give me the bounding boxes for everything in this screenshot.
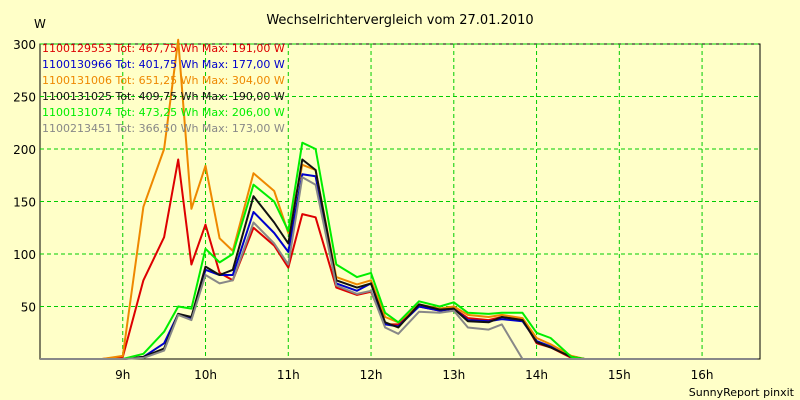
axis-labels: 50 100 150 200 250 300 9h 10h 11h 12h 13h 14h 15h 16h bbox=[13, 38, 713, 382]
y-axis-label: W bbox=[34, 17, 46, 31]
x-tick-label: 16h bbox=[691, 368, 714, 382]
x-tick-label: 14h bbox=[525, 368, 548, 382]
series-layer bbox=[40, 38, 758, 360]
legend-entry-1100130966: 1100130966 Tot: 401,75 Wh Max: 177,00 W bbox=[42, 58, 285, 71]
chart-title: Wechselrichtervergleich vom 27.01.2010 bbox=[266, 13, 533, 28]
x-tick-label: 12h bbox=[360, 368, 383, 382]
x-tick-label: 10h bbox=[194, 368, 217, 382]
y-tick-label: 50 bbox=[21, 301, 36, 315]
footer-credit: SunnyReport pinxit bbox=[689, 386, 795, 399]
y-tick-label: 300 bbox=[13, 38, 36, 52]
legend: 1100129553 Tot: 467,75 Wh Max: 191,00 W 1… bbox=[42, 42, 285, 135]
x-tick-label: 11h bbox=[277, 368, 300, 382]
legend-entry-1100129553: 1100129553 Tot: 467,75 Wh Max: 191,00 W bbox=[42, 42, 285, 55]
x-tick-label: 13h bbox=[442, 368, 465, 382]
x-tick-label: 9h bbox=[115, 368, 130, 382]
legend-entry-1100131006: 1100131006 Tot: 651,25 Wh Max: 304,00 W bbox=[42, 74, 285, 87]
legend-entry-1100131025: 1100131025 Tot: 409,75 Wh Max: 190,00 W bbox=[42, 90, 285, 103]
x-tick-label: 15h bbox=[608, 368, 631, 382]
y-tick-label: 200 bbox=[13, 143, 36, 157]
legend-entry-1100213451: 1100213451 Tot: 366,50 Wh Max: 173,00 W bbox=[42, 122, 285, 135]
legend-entry-1100131074: 1100131074 Tot: 473,25 Wh Max: 206,00 W bbox=[42, 106, 285, 119]
y-tick-label: 150 bbox=[13, 196, 36, 210]
grid bbox=[40, 43, 760, 359]
y-tick-label: 100 bbox=[13, 248, 36, 262]
y-tick-label: 250 bbox=[13, 91, 36, 105]
series-line-1100213451 bbox=[40, 176, 758, 360]
